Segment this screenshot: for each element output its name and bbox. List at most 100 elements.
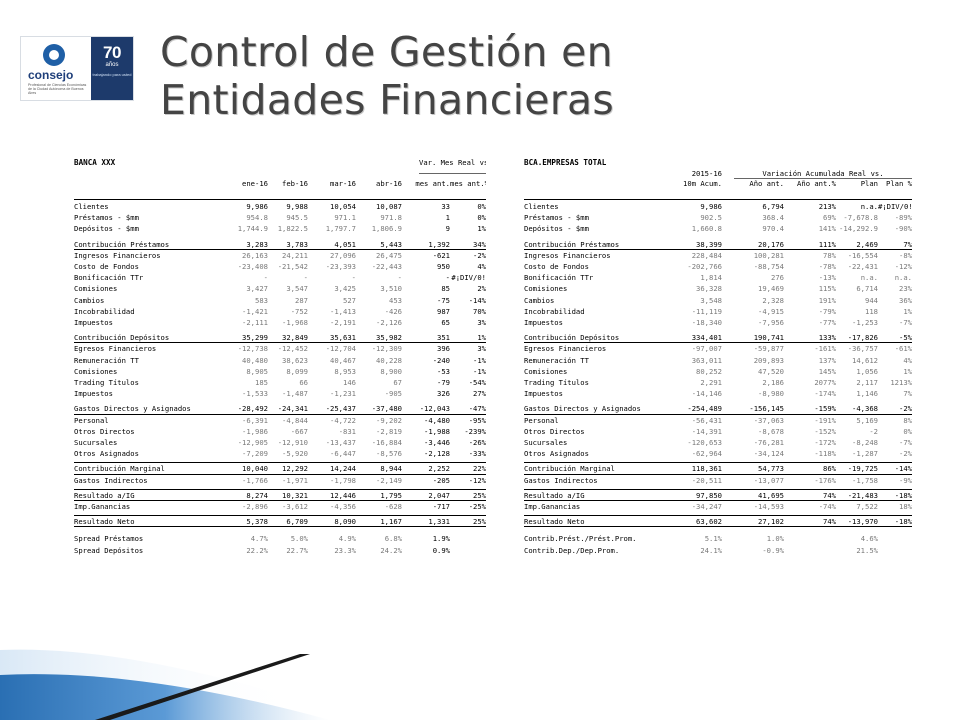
row-value: 9,986 [700,202,722,211]
total-rule-bottom [524,473,912,475]
anniversary-label: años [105,62,119,68]
row-value: 47,520 [758,366,784,376]
row-value: 141% [818,224,836,234]
row-value: 32,849 [282,333,308,343]
row-value: -156,145 [749,404,784,414]
row-value: 85 [441,284,450,294]
total-rule-top [524,462,912,464]
row-label: Gastos Directos y Asignados [524,404,641,414]
row-value: 23.3% [334,545,356,555]
total-rule-top [74,488,486,490]
row-value: -1,253 [852,318,878,327]
row-value: 10,054 [330,202,356,211]
row-value: -8,248 [852,438,878,447]
table-title: BANCA XXX [74,158,116,167]
var-group-header: Var. Mes Real vs. [419,158,486,167]
row-value: 133% [818,333,836,343]
row-value: 7% [903,239,912,249]
logo-name: consejo [28,68,74,82]
table-row: Impuestos -2,111 -1,968 -2,191 -2,126 65 3% [74,317,486,328]
row-value: 26,163 [242,250,268,260]
row-value: -1% [473,355,486,365]
row-value: 5,169 [856,415,878,425]
table-row: Contribución Préstamos 38,399 20,176 111% 2,… [524,239,912,250]
table-row: Bonificación TTr 1,814 276 -13% n.a. n.a. [524,272,912,283]
row-value: 276 [771,273,784,283]
row-label: Spread Préstamos [74,534,144,544]
row-value: -36,757 [847,344,878,354]
row-value: 1% [903,366,912,376]
row-value: 38,399 [696,239,722,249]
row-value: 1,744.9 [237,224,268,234]
row-value: - [397,273,402,283]
row-value: 527 [343,295,356,305]
row-value: 6,794 [762,202,784,211]
row-value: -7,678.8 [843,213,878,223]
col-header-month: mar-16 [330,179,356,188]
table-row: Sucursales -12,905 -12,910 -13,437 -16,884 -3… [74,437,486,448]
row-value: -621 [432,250,450,260]
table-row: Contrib.Dep./Dep.Prom. 24.1% -0.9% 21.5% [524,545,912,556]
row-value: 5,443 [380,239,402,249]
row-label: Resultado Neto [74,517,135,527]
section-rule [524,413,912,415]
consejo-mark-icon [43,44,65,66]
row-value: -239% [464,426,486,436]
row-value: 6,714 [856,284,878,294]
row-value: -9% [899,475,912,485]
row-value: 27,096 [330,250,356,260]
row-value: -34,247 [691,502,722,511]
row-value: -12,704 [325,344,356,354]
table-row: Personal -6,391 -4,844 -4,722 -9,202 -4,480 -9… [74,415,486,426]
row-label: Bonificación TTr [74,273,144,283]
table-row: Contribución Depósitos 334,401 190,741 133%… [524,332,912,343]
row-value: -176% [814,475,836,485]
row-value: -12,910 [277,438,308,447]
column-header-row: 10m Acum. Año ant. Año ant.% Plan Plan % [524,178,912,189]
total-rule-bottom [524,526,912,528]
table-row: Otros Asignados -62,964 -34,124 -118% -1,287… [524,448,912,459]
row-value: 5.0% [290,534,308,544]
row-value: -14% [468,295,486,305]
row-value: 8,944 [380,464,402,474]
row-value: 8,953 [334,366,356,376]
row-value: -14,146 [691,389,722,399]
row-value [450,533,486,544]
row-label: Imp.Ganancias [74,502,131,511]
decorative-swoosh [0,649,330,720]
row-value: -2,111 [242,318,268,327]
column-header-row-top: 2015-16 Variación Acumulada Real vs. [524,168,912,179]
row-label: Egresos Financieros [74,344,157,354]
row-value: 65 [441,318,450,327]
row-label: Contribución Marginal [524,464,615,474]
row-label: Costo de Fondos [74,262,139,271]
row-value: 36% [899,295,912,305]
row-value: 40,480 [242,355,268,365]
row-value: -78% [818,262,836,271]
table-row: Trading Títulos 185 66 146 67 -79 -54% [74,377,486,388]
row-value: -18% [894,490,912,500]
table-row: Depósitos - $mm 1,744.9 1,822.5 1,797.7 1,80… [74,223,486,234]
row-value: - [303,273,308,283]
row-label: Bonificación TTr [524,273,594,283]
row-value: -191% [814,415,836,425]
table-row: Gastos Directos y Asignados -28,492 -24,34… [74,403,486,414]
row-value [878,545,912,556]
row-value: 22.7% [286,545,308,555]
row-value: 33 [441,202,450,211]
row-value: 7,522 [856,502,878,511]
row-value: 36,328 [696,284,722,294]
row-value: -12,309 [371,344,402,354]
row-value: 70% [473,306,486,316]
row-label: Trading Títulos [74,378,139,387]
row-value: -202,766 [687,262,722,271]
row-label: Personal [524,415,559,425]
row-value [784,545,836,556]
table-row: Trading Títulos 2,291 2,186 2077% 2,117 1213% [524,377,912,388]
table-row: Impuestos -1,533 -1,487 -1,231 -905 326 27% [74,388,486,399]
row-value: 25% [473,517,486,527]
row-label: Incobrabilidad [74,306,135,316]
row-label: Sucursales [74,438,118,447]
row-value: -16,884 [371,438,402,447]
row-value: -4,480 [424,415,450,425]
